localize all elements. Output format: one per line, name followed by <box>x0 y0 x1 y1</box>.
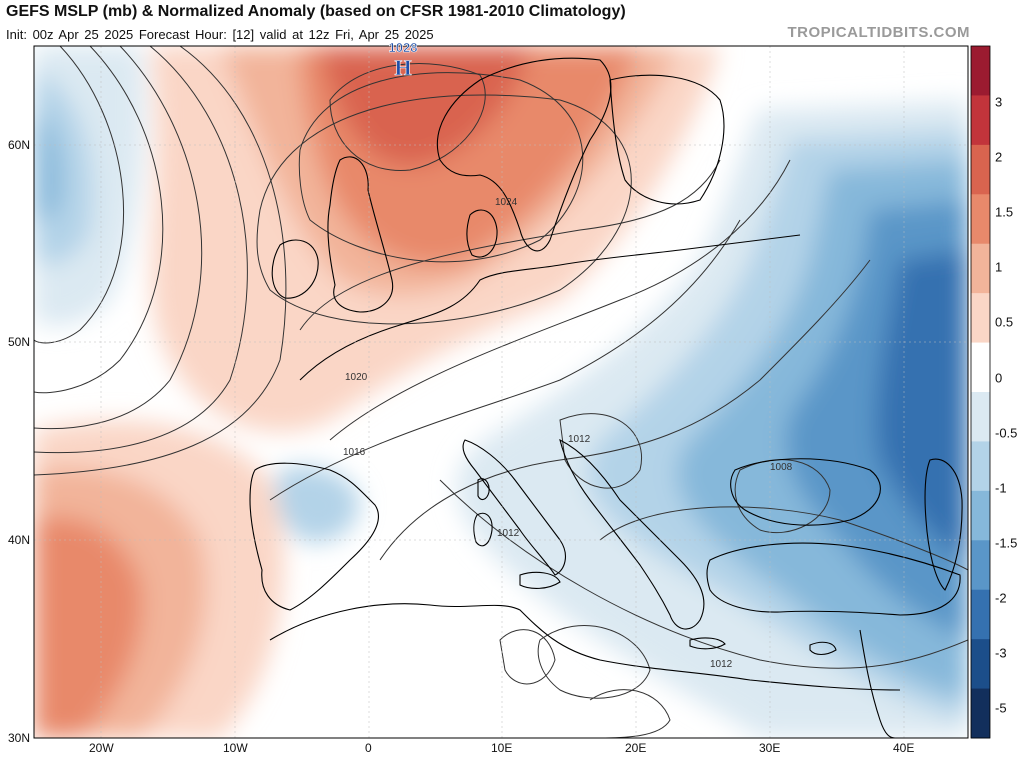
colorbar-label: -2 <box>995 590 1007 606</box>
colorbar-segment <box>971 46 990 96</box>
contour-label: 1020 <box>345 372 368 383</box>
colorbar-segment <box>971 392 990 442</box>
lat-label: 50N <box>7 335 30 349</box>
anomaly-colorbar <box>971 46 990 739</box>
high-pressure-value: 1028 <box>389 40 418 55</box>
contour-label: 1024 <box>495 197 518 208</box>
colorbar-label: 2 <box>995 149 1003 165</box>
page-title: GEFS MSLP (mb) & Normalized Anomaly (bas… <box>6 3 626 20</box>
source-credit: TROPICALTIDBITS.COM <box>787 24 970 41</box>
lon-label: 10W <box>223 741 248 755</box>
high-pressure-symbol: H <box>394 55 411 80</box>
colorbar-label: 1.5 <box>995 204 1014 220</box>
contour-label: 1012 <box>568 434 591 445</box>
colorbar-frame <box>970 45 991 739</box>
isobar-contours <box>34 46 968 738</box>
anomaly-shading <box>34 46 968 738</box>
colorbar-label: 1 <box>995 259 1003 275</box>
contour-label: 1012 <box>710 659 733 670</box>
colorbar-label: 3 <box>995 94 1003 110</box>
colorbar-segment <box>971 144 990 195</box>
colorbar-segment <box>971 342 990 393</box>
forecast-info: Init: 00z Apr 25 2025 Forecast Hour: [12… <box>6 27 434 42</box>
map-frame <box>33 45 969 739</box>
colorbar-label: -1 <box>995 480 1007 496</box>
contour-label: 1008 <box>770 462 793 473</box>
colorbar-label: -5 <box>995 700 1007 716</box>
colorbar-label: -0.5 <box>995 425 1018 441</box>
high-pressure-center: 1028 H <box>388 40 418 81</box>
colorbar-segment <box>971 293 990 344</box>
colorbar-segment <box>971 540 990 591</box>
lon-label: 40E <box>893 741 915 755</box>
colorbar-segment <box>971 589 990 640</box>
colorbar-segment <box>971 95 990 146</box>
contour-label: 1016 <box>343 447 366 458</box>
lon-label: 10E <box>491 741 513 755</box>
graticule <box>34 46 968 738</box>
coastlines <box>249 57 963 738</box>
contour-label: 1012 <box>497 528 520 539</box>
lat-label: 60N <box>7 138 30 152</box>
colorbar-label: 0 <box>995 370 1003 386</box>
lon-label: 30E <box>759 741 781 755</box>
lon-label: 0 <box>365 741 372 755</box>
lat-label: 30N <box>7 731 30 745</box>
colorbar-segment <box>971 688 990 739</box>
colorbar-label: -3 <box>995 645 1007 661</box>
colorbar-segment <box>971 490 990 541</box>
colorbar-segment <box>971 441 990 492</box>
lat-label: 40N <box>7 533 30 547</box>
colorbar-segment <box>971 194 990 245</box>
colorbar-label: 0.5 <box>995 314 1014 330</box>
contour-labels: 1024 1020 1016 1012 1012 1012 1008 <box>343 197 793 670</box>
colorbar-segment <box>971 243 990 294</box>
lon-label: 20W <box>89 741 114 755</box>
lon-label: 20E <box>625 741 647 755</box>
colorbar-label: -1.5 <box>995 535 1018 551</box>
colorbar-segment <box>971 639 990 690</box>
